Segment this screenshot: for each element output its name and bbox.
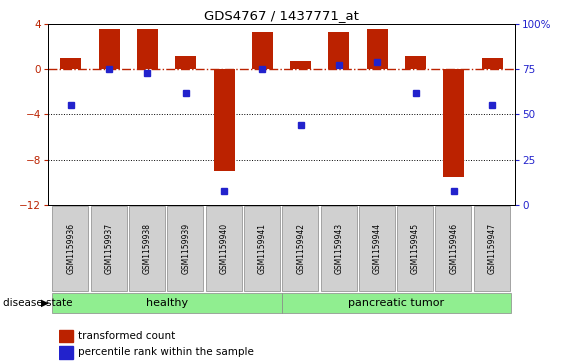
- Text: transformed count: transformed count: [78, 331, 175, 341]
- Bar: [60, 58, 82, 69]
- Text: healthy: healthy: [145, 298, 187, 308]
- Bar: [328, 32, 350, 69]
- Text: GSM1159939: GSM1159939: [181, 223, 190, 274]
- Title: GDS4767 / 1437771_at: GDS4767 / 1437771_at: [204, 9, 359, 23]
- FancyBboxPatch shape: [205, 206, 242, 291]
- Text: GSM1159938: GSM1159938: [143, 223, 152, 274]
- Bar: [252, 32, 273, 69]
- FancyBboxPatch shape: [91, 206, 127, 291]
- FancyBboxPatch shape: [282, 206, 318, 291]
- Text: GSM1159947: GSM1159947: [488, 223, 497, 274]
- Bar: [290, 61, 311, 69]
- FancyBboxPatch shape: [359, 206, 395, 291]
- FancyBboxPatch shape: [52, 206, 88, 291]
- FancyBboxPatch shape: [244, 206, 280, 291]
- FancyBboxPatch shape: [129, 206, 165, 291]
- Text: GSM1159937: GSM1159937: [105, 223, 114, 274]
- Text: GSM1159936: GSM1159936: [66, 223, 75, 274]
- Text: GSM1159941: GSM1159941: [258, 223, 267, 274]
- Text: GSM1159943: GSM1159943: [334, 223, 343, 274]
- Text: GSM1159944: GSM1159944: [373, 223, 382, 274]
- Bar: [175, 57, 196, 69]
- Text: pancreatic tumor: pancreatic tumor: [348, 298, 444, 308]
- Bar: [481, 58, 503, 69]
- Text: disease state: disease state: [3, 298, 72, 308]
- Text: GSM1159945: GSM1159945: [411, 223, 420, 274]
- Bar: [405, 57, 426, 69]
- Text: percentile rank within the sample: percentile rank within the sample: [78, 347, 253, 357]
- Text: GSM1159946: GSM1159946: [449, 223, 458, 274]
- FancyBboxPatch shape: [397, 206, 433, 291]
- FancyBboxPatch shape: [320, 206, 356, 291]
- FancyBboxPatch shape: [282, 293, 511, 313]
- Bar: [443, 69, 464, 177]
- FancyBboxPatch shape: [474, 206, 510, 291]
- Text: GSM1159940: GSM1159940: [220, 223, 229, 274]
- FancyBboxPatch shape: [435, 206, 471, 291]
- Text: ▶: ▶: [41, 298, 49, 308]
- Bar: [99, 29, 120, 69]
- FancyBboxPatch shape: [167, 206, 203, 291]
- Bar: [59, 330, 73, 342]
- Text: GSM1159942: GSM1159942: [296, 223, 305, 274]
- Bar: [59, 346, 73, 359]
- Bar: [213, 69, 235, 171]
- Bar: [137, 29, 158, 69]
- Bar: [367, 29, 388, 69]
- FancyBboxPatch shape: [52, 293, 282, 313]
